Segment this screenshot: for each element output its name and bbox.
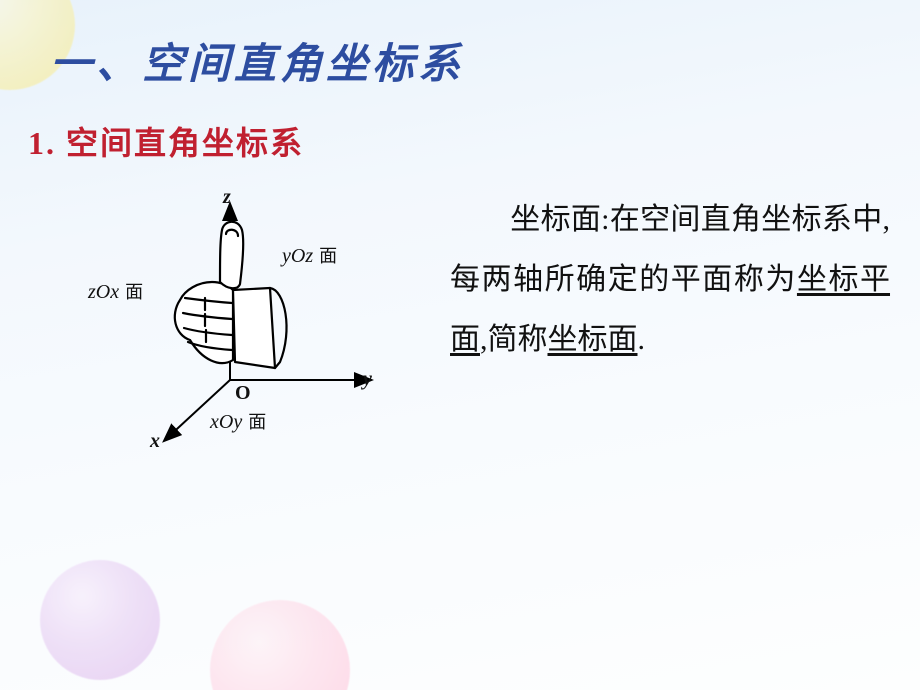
face-xoy-label: xOy面 bbox=[210, 408, 266, 434]
axis-y-label: y bbox=[363, 368, 372, 391]
definition-paragraph: 坐标面:在空间直角坐标系中,每两轴所确定的平面称为坐标平面,简称坐标面. bbox=[450, 190, 890, 370]
para-mid: ,简称 bbox=[480, 323, 548, 356]
face-zox-label: zOx面 bbox=[88, 278, 143, 304]
face-yoz-label: yOz面 bbox=[282, 242, 337, 268]
section-heading: 一、空间直角坐标系 bbox=[50, 30, 464, 91]
subsection-heading: 1. 空间直角坐标系 bbox=[28, 118, 304, 164]
para-tail: . bbox=[638, 323, 646, 356]
coordinate-system-diagram: z y x O zOx面 yOz面 xOy面 bbox=[70, 190, 390, 450]
balloon-purple bbox=[40, 560, 160, 680]
axis-x-label: x bbox=[150, 430, 160, 453]
axis-z-label: z bbox=[223, 186, 231, 209]
origin-label: O bbox=[235, 382, 251, 405]
para-underline-2: 坐标面 bbox=[548, 323, 638, 356]
balloon-pink bbox=[210, 600, 350, 690]
